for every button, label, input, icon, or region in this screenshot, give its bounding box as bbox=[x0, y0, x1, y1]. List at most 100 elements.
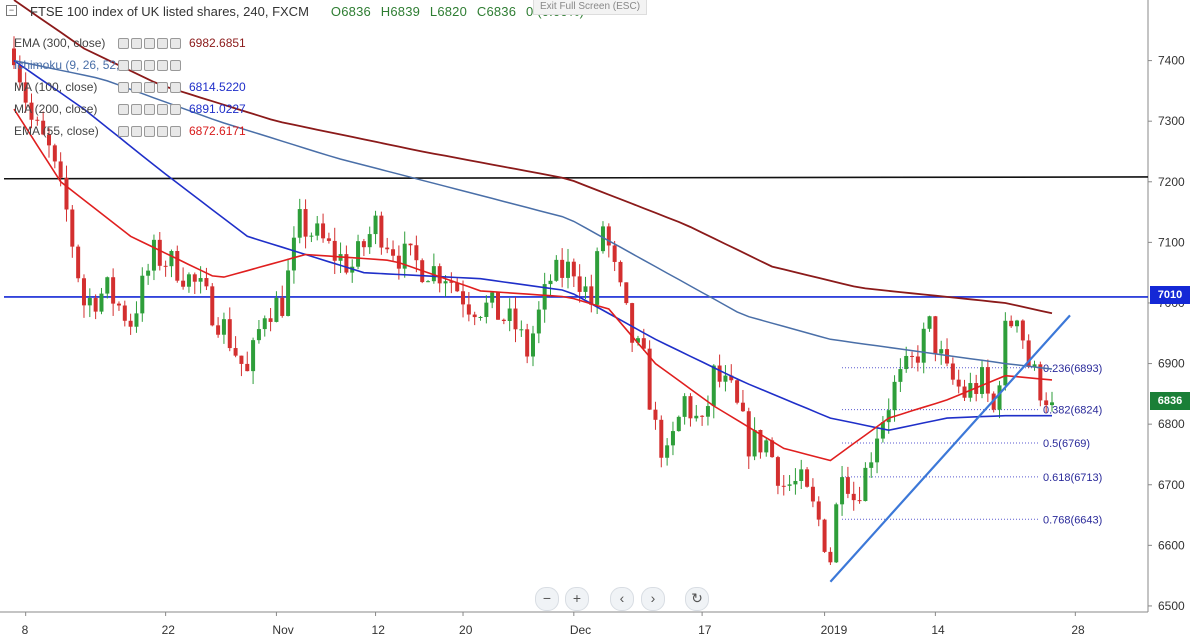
fib-level-label: 0.618(6713) bbox=[1043, 472, 1102, 484]
candle-body bbox=[29, 102, 34, 120]
candle-body bbox=[1038, 364, 1043, 401]
candle-body bbox=[268, 318, 273, 322]
candle-body bbox=[52, 145, 57, 162]
zoom-in-button[interactable]: + bbox=[565, 587, 589, 611]
candle-body bbox=[729, 375, 734, 381]
candle-body bbox=[496, 292, 501, 320]
indicator-ichimoku[interactable]: Ichimoku (9, 26, 52, 26) bbox=[14, 56, 189, 74]
resistance-line bbox=[3, 176, 1149, 180]
candle-body bbox=[227, 319, 232, 349]
candle-body bbox=[221, 319, 226, 335]
price-tick-label: 6600 bbox=[1158, 538, 1185, 552]
zoom-out-button[interactable]: − bbox=[535, 587, 559, 611]
candle-body bbox=[752, 430, 757, 457]
candle-body bbox=[76, 246, 81, 279]
candle-body bbox=[431, 266, 436, 282]
indicator-controls[interactable] bbox=[118, 59, 181, 71]
candle-body bbox=[694, 415, 699, 419]
candle-body bbox=[886, 410, 891, 423]
indicator-controls[interactable] bbox=[118, 103, 181, 115]
candle-body bbox=[525, 329, 530, 357]
candle-body bbox=[915, 356, 920, 363]
candle-body bbox=[507, 308, 512, 322]
candle-body bbox=[274, 297, 279, 322]
candle-body bbox=[17, 65, 22, 83]
candle-body bbox=[198, 278, 203, 282]
candle-body bbox=[519, 329, 524, 331]
candle-body bbox=[985, 367, 990, 394]
candle-body bbox=[764, 440, 769, 453]
candle-body bbox=[618, 261, 623, 283]
candle-body bbox=[531, 333, 535, 357]
candle-body bbox=[746, 411, 751, 457]
price-tick-label: 7200 bbox=[1158, 175, 1185, 189]
candle-body bbox=[111, 277, 116, 304]
scroll-right-button[interactable]: › bbox=[641, 587, 665, 611]
scroll-left-button[interactable]: ‹ bbox=[610, 587, 634, 611]
candle-body bbox=[379, 215, 384, 248]
candle-body bbox=[169, 251, 174, 267]
indicator-ema55[interactable]: EMA (55, close) 6872.6171 bbox=[14, 122, 246, 140]
candle-body bbox=[105, 277, 110, 294]
time-tick-label: 22 bbox=[162, 623, 176, 637]
fib-level-label: 0.768(6643) bbox=[1043, 514, 1102, 526]
candle-body bbox=[367, 234, 372, 248]
candle-body bbox=[834, 504, 839, 563]
candle-body bbox=[373, 215, 378, 235]
candle-body bbox=[291, 237, 296, 271]
candle-body bbox=[904, 355, 909, 370]
indicator-controls[interactable] bbox=[118, 81, 181, 93]
symbol-title[interactable]: FTSE 100 index of UK listed shares, 240,… bbox=[30, 3, 309, 19]
candle-body bbox=[682, 396, 687, 417]
candle-body bbox=[635, 338, 640, 343]
candle-body bbox=[892, 381, 897, 411]
candle-body bbox=[595, 251, 600, 305]
candle-body bbox=[12, 48, 16, 66]
candle-body bbox=[939, 349, 944, 354]
indicator-name: EMA (55, close) bbox=[14, 124, 99, 138]
candle-body bbox=[204, 278, 209, 287]
candle-body bbox=[391, 249, 396, 256]
candle-body bbox=[297, 209, 302, 238]
candle-body bbox=[122, 305, 127, 321]
price-tick-label: 7400 bbox=[1158, 54, 1185, 68]
candle-body bbox=[140, 275, 145, 314]
candle-body bbox=[810, 486, 815, 502]
candle-body bbox=[845, 477, 850, 494]
candle-body bbox=[81, 278, 86, 306]
candle-body bbox=[151, 239, 156, 271]
exit-fullscreen-button[interactable]: Exit Full Screen (ESC) bbox=[533, 0, 648, 15]
candle-body bbox=[775, 457, 780, 486]
candle-body bbox=[192, 274, 197, 282]
candle-body bbox=[93, 298, 98, 312]
candle-body bbox=[700, 415, 705, 417]
candle-body bbox=[181, 280, 186, 287]
candle-body bbox=[548, 280, 553, 285]
indicator-controls[interactable] bbox=[118, 37, 181, 49]
indicator-ma100[interactable]: MA (100, close) 6814.5220 bbox=[14, 78, 246, 96]
reset-chart-icon[interactable]: ↻ bbox=[685, 587, 709, 611]
candle-body bbox=[933, 316, 938, 354]
indicator-ma200[interactable]: MA (200, close) 6891.0227 bbox=[14, 100, 246, 118]
candle-body bbox=[600, 226, 605, 252]
candle-body bbox=[356, 241, 361, 267]
candle-body bbox=[997, 385, 1002, 410]
candle-body bbox=[910, 355, 915, 357]
candle-body bbox=[840, 477, 845, 505]
time-tick-label: 20 bbox=[459, 623, 473, 637]
candle-body bbox=[256, 329, 261, 341]
candle-body bbox=[332, 240, 337, 261]
candle-body bbox=[70, 209, 75, 247]
ascending-trendline bbox=[829, 314, 1071, 583]
candle-body bbox=[490, 292, 495, 303]
candle-body bbox=[309, 235, 314, 237]
indicator-controls[interactable] bbox=[118, 125, 181, 137]
candle-body bbox=[869, 462, 874, 468]
low-value: L6820 bbox=[429, 3, 468, 19]
collapse-icon[interactable]: − bbox=[6, 5, 17, 16]
indicator-ema300[interactable]: EMA (300, close) 6982.6851 bbox=[14, 34, 246, 52]
candle-body bbox=[186, 274, 191, 287]
candle-body bbox=[665, 445, 670, 458]
time-tick-label: 17 bbox=[698, 623, 712, 637]
